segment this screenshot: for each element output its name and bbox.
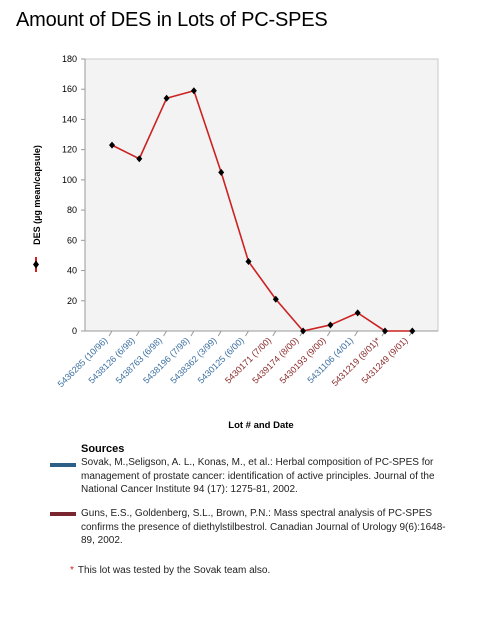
footnote-star: * [70, 565, 74, 576]
y-tick-label: 180 [62, 54, 77, 64]
legend-diamond [33, 260, 39, 269]
y-axis-label: DES (µg mean/capsule) [32, 145, 42, 245]
footnote-text: This lot was tested by the Sovak team al… [77, 565, 271, 576]
data-point [245, 257, 252, 265]
x-tick-mark [217, 330, 222, 337]
y-tick-label: 20 [67, 296, 77, 306]
x-axis: 5436285 (10/96)5438126 (6/98)5438763 (6/… [56, 330, 438, 389]
y-tick-label: 60 [67, 235, 77, 245]
source-swatch-2 [50, 512, 76, 516]
x-tick-mark [272, 330, 277, 337]
y-axis: 0 20 40 60 80 100 120 140 160 180 [62, 54, 86, 336]
y-tick-label: 0 [72, 326, 77, 336]
data-point [190, 87, 197, 95]
data-point [327, 321, 334, 329]
x-tick-mark [108, 330, 113, 337]
x-tick-label: 5436285 (10/96) [56, 335, 110, 389]
data-point [163, 94, 170, 102]
legend-marker [33, 257, 39, 272]
x-tick-label: 5431219 (8/01)* [330, 335, 383, 388]
y-tick-label: 40 [67, 266, 77, 276]
plot-area [84, 58, 439, 332]
source-swatch-1 [50, 463, 76, 467]
data-point [354, 309, 361, 317]
y-tick-label: 160 [62, 84, 77, 94]
x-tick-mark [245, 330, 249, 337]
x-tick-mark [135, 330, 140, 337]
data-point [409, 327, 416, 335]
x-axis-label: Lot # and Date [228, 420, 293, 431]
y-tick-label: 120 [62, 145, 77, 155]
x-tick-mark [190, 330, 195, 337]
data-point [109, 141, 115, 149]
chart-title: Amount of DES in Lots of PC-SPES [16, 9, 328, 31]
line-chart: 0 20 40 60 80 100 120 140 160 180 5436285 (10/96)… [32, 54, 439, 431]
y-tick-label: 140 [62, 114, 77, 124]
source-item-1: Sovak, M.,Seligson, A. L., Konas, M., et… [81, 457, 435, 495]
data-point [382, 327, 388, 335]
data-point [218, 168, 225, 176]
data-point [136, 155, 143, 163]
series-layer [109, 87, 416, 335]
x-tick-mark [354, 330, 359, 337]
data-point [272, 295, 279, 303]
source-item-2: Guns, E.S., Goldenberg, S.L., Brown, P.N… [81, 508, 446, 546]
y-tick-label: 100 [62, 175, 77, 185]
data-point [300, 327, 307, 335]
y-tick-label: 80 [67, 205, 77, 215]
footnote: * This lot was tested by the Sovak team a… [70, 565, 270, 576]
x-tick-mark [326, 330, 331, 337]
sources-heading: Sources [81, 443, 125, 455]
x-tick-mark [163, 330, 168, 337]
series-line [111, 89, 413, 332]
